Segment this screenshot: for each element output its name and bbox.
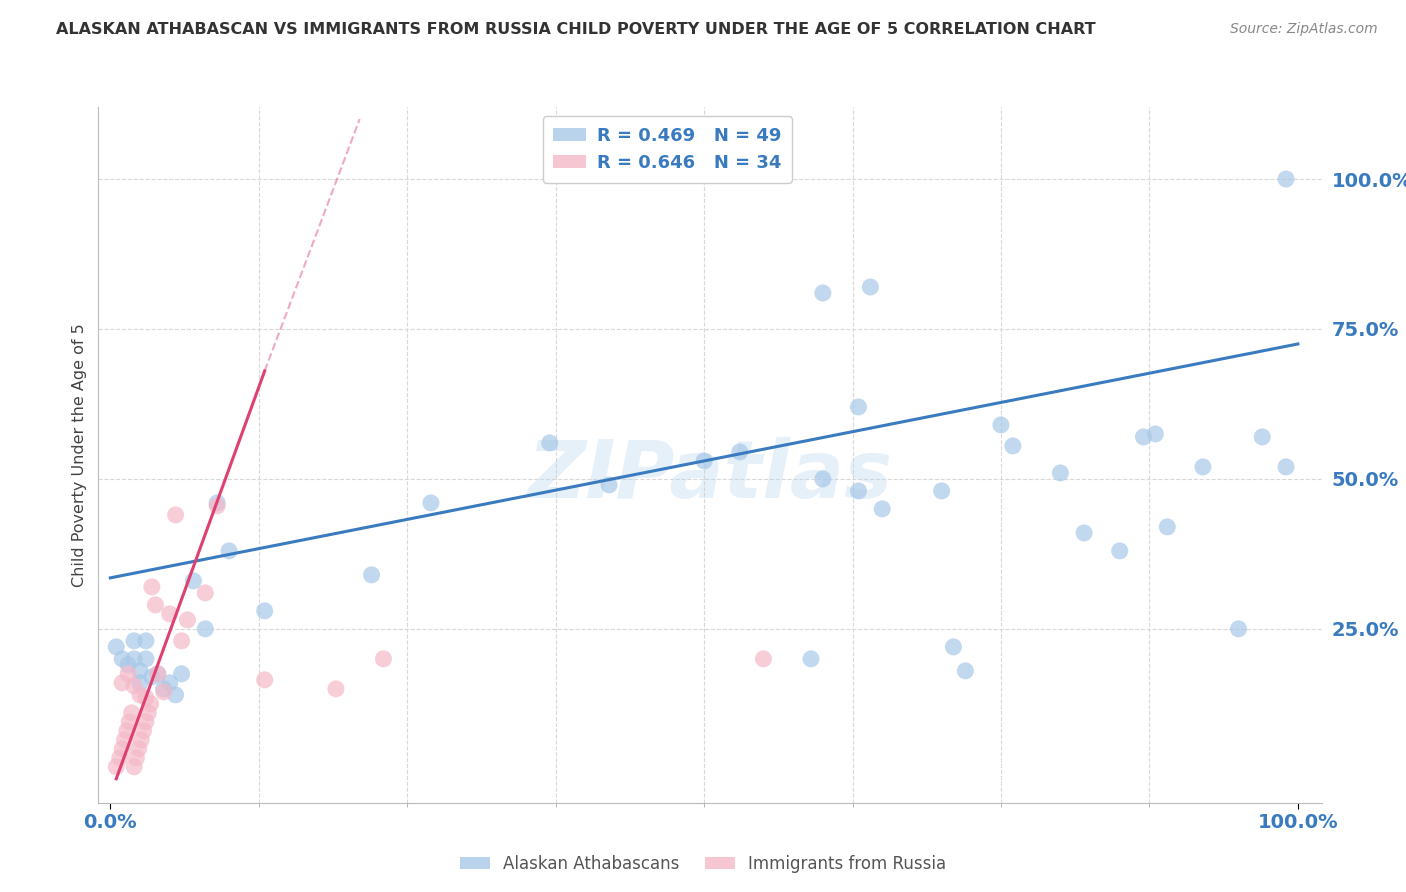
Point — [1144, 426, 1167, 441]
Point — [125, 751, 148, 765]
Point — [111, 741, 134, 756]
Point — [159, 676, 181, 690]
Y-axis label: Child Poverty Under the Age of 5: Child Poverty Under the Age of 5 — [72, 323, 87, 587]
Point — [139, 697, 162, 711]
Point — [1156, 520, 1178, 534]
Point — [194, 622, 217, 636]
Point — [942, 640, 965, 654]
Point — [373, 652, 395, 666]
Point — [146, 666, 169, 681]
Point — [129, 688, 152, 702]
Point — [105, 640, 128, 654]
Point — [141, 580, 163, 594]
Point — [170, 666, 193, 681]
Point — [538, 436, 561, 450]
Point — [135, 633, 157, 648]
Point — [136, 706, 159, 720]
Point — [870, 502, 893, 516]
Point — [848, 400, 870, 414]
Point — [183, 574, 205, 588]
Point — [931, 483, 953, 498]
Legend: R = 0.469   N = 49, R = 0.646   N = 34: R = 0.469 N = 49, R = 0.646 N = 34 — [543, 116, 792, 183]
Point — [811, 285, 834, 300]
Point — [135, 690, 157, 705]
Point — [1251, 430, 1274, 444]
Point — [752, 652, 775, 666]
Point — [1192, 459, 1215, 474]
Point — [129, 676, 152, 690]
Point — [114, 732, 136, 747]
Point — [105, 760, 128, 774]
Point — [146, 666, 169, 681]
Point — [135, 652, 157, 666]
Point — [1049, 466, 1071, 480]
Point — [598, 478, 620, 492]
Point — [117, 666, 139, 681]
Point — [218, 544, 240, 558]
Point — [955, 664, 977, 678]
Point — [117, 657, 139, 672]
Point — [115, 723, 138, 738]
Point — [1001, 439, 1024, 453]
Point — [121, 706, 143, 720]
Point — [128, 741, 150, 756]
Point — [141, 670, 163, 684]
Point — [165, 688, 187, 702]
Point — [1227, 622, 1250, 636]
Point — [859, 280, 882, 294]
Point — [253, 673, 276, 687]
Point — [1073, 525, 1095, 540]
Point — [420, 496, 443, 510]
Point — [1275, 172, 1298, 186]
Point — [152, 681, 174, 696]
Point — [811, 472, 834, 486]
Point — [111, 652, 134, 666]
Point — [800, 652, 823, 666]
Point — [194, 586, 217, 600]
Point — [165, 508, 187, 522]
Point — [325, 681, 347, 696]
Point — [1275, 459, 1298, 474]
Point — [159, 607, 181, 621]
Point — [122, 760, 145, 774]
Point — [990, 417, 1012, 432]
Text: ALASKAN ATHABASCAN VS IMMIGRANTS FROM RUSSIA CHILD POVERTY UNDER THE AGE OF 5 CO: ALASKAN ATHABASCAN VS IMMIGRANTS FROM RU… — [56, 22, 1095, 37]
Point — [111, 676, 134, 690]
Point — [360, 567, 382, 582]
Point — [145, 598, 167, 612]
Legend: Alaskan Athabascans, Immigrants from Russia: Alaskan Athabascans, Immigrants from Rus… — [453, 848, 953, 880]
Point — [848, 483, 870, 498]
Point — [122, 633, 145, 648]
Point — [728, 445, 751, 459]
Point — [108, 751, 131, 765]
Point — [129, 664, 152, 678]
Point — [1132, 430, 1154, 444]
Point — [253, 604, 276, 618]
Text: ZIPatlas: ZIPatlas — [527, 437, 893, 515]
Point — [176, 613, 198, 627]
Point — [205, 496, 228, 510]
Point — [122, 679, 145, 693]
Point — [152, 685, 174, 699]
Point — [132, 723, 155, 738]
Point — [1108, 544, 1130, 558]
Point — [170, 633, 193, 648]
Point — [118, 714, 141, 729]
Point — [693, 454, 716, 468]
Text: Source: ZipAtlas.com: Source: ZipAtlas.com — [1230, 22, 1378, 37]
Point — [122, 652, 145, 666]
Point — [135, 714, 157, 729]
Point — [129, 732, 152, 747]
Point — [205, 499, 228, 513]
